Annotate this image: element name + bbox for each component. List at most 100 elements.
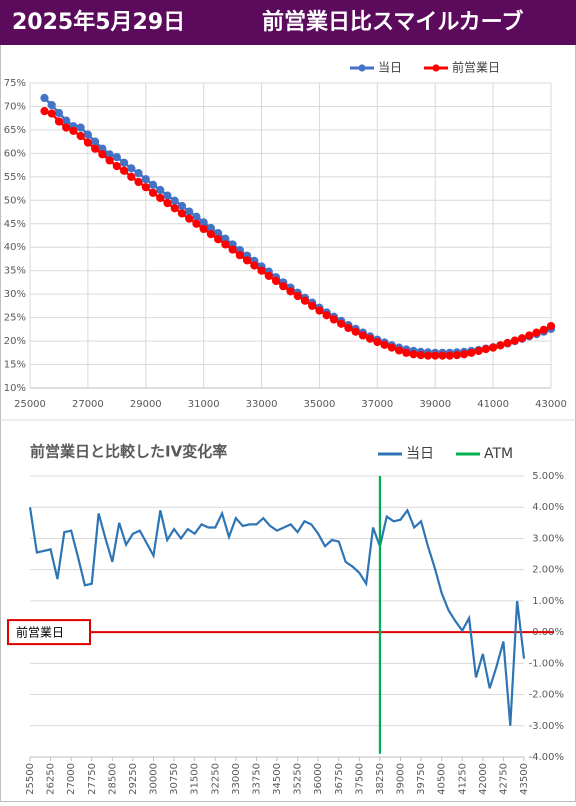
marker xyxy=(76,131,85,141)
marker xyxy=(40,93,49,103)
marker xyxy=(62,123,71,132)
marker xyxy=(228,245,237,254)
y-tick-label: 75% xyxy=(4,78,26,89)
marker xyxy=(185,207,194,216)
x-tick-label: 36000 xyxy=(313,763,324,795)
x-tick-label: 36750 xyxy=(334,763,345,795)
marker xyxy=(438,351,447,360)
marker xyxy=(148,188,158,197)
chart-title: 前営業日と比較したIV変化率 xyxy=(30,443,227,461)
header-title: 前営業日比スマイルカーブ xyxy=(262,9,523,35)
marker xyxy=(416,351,425,360)
y-tick-label: 35% xyxy=(4,266,26,277)
y-tick-label: 10% xyxy=(4,383,26,394)
marker xyxy=(474,346,483,356)
marker xyxy=(286,287,295,296)
x-tick-label: 35000 xyxy=(304,399,336,410)
marker xyxy=(54,117,64,126)
reference-label-box xyxy=(7,619,91,646)
x-tick-label: 34500 xyxy=(272,763,283,795)
x-tick-label: 37500 xyxy=(354,763,365,795)
marker xyxy=(517,334,527,343)
marker xyxy=(546,321,556,331)
x-tick-label: 27750 xyxy=(87,763,98,795)
marker xyxy=(271,276,281,286)
y-tick-label: -2.00% xyxy=(529,690,564,701)
marker xyxy=(214,235,223,244)
x-tick-label: 39000 xyxy=(419,399,451,410)
y-tick-label: 5.00% xyxy=(532,471,564,482)
x-tick-label: 31000 xyxy=(188,399,220,410)
marker xyxy=(431,351,440,360)
marker xyxy=(467,348,476,357)
x-tick-label: 28500 xyxy=(107,763,118,795)
marker xyxy=(510,336,519,345)
marker xyxy=(525,331,534,340)
marker xyxy=(69,126,78,135)
marker xyxy=(445,351,454,360)
x-tick-label: 27000 xyxy=(66,763,77,795)
marker xyxy=(177,201,187,211)
x-tick-label: 32250 xyxy=(210,763,221,795)
marker xyxy=(83,130,92,139)
y-tick-label: 65% xyxy=(4,125,26,136)
marker xyxy=(394,346,404,355)
legend-label: 前営業日 xyxy=(452,60,500,75)
marker xyxy=(148,180,158,189)
marker xyxy=(127,172,136,181)
x-tick-label: 41250 xyxy=(457,763,468,795)
marker xyxy=(380,340,389,349)
legend-label: 当日 xyxy=(406,446,434,462)
marker xyxy=(177,209,187,218)
marker xyxy=(112,161,121,171)
marker xyxy=(264,271,273,280)
marker xyxy=(134,168,143,178)
x-tick-label: 33000 xyxy=(231,763,242,795)
marker xyxy=(358,331,367,340)
marker xyxy=(373,337,382,347)
marker xyxy=(322,311,331,320)
marker xyxy=(47,109,56,118)
x-tick-label: 31500 xyxy=(190,763,201,795)
marker xyxy=(365,334,375,343)
marker xyxy=(170,204,179,213)
marker xyxy=(91,144,100,153)
x-tick-label: 35250 xyxy=(293,763,304,795)
marker xyxy=(163,191,172,200)
x-tick-label: 29250 xyxy=(128,763,139,795)
marker xyxy=(134,177,143,187)
y-tick-label: 4.00% xyxy=(532,502,564,513)
marker xyxy=(496,341,505,350)
marker xyxy=(308,301,317,310)
marker xyxy=(315,306,324,315)
marker xyxy=(503,338,512,348)
x-tick-label: 37000 xyxy=(361,399,393,410)
marker xyxy=(423,351,433,360)
marker xyxy=(163,199,172,208)
marker xyxy=(185,214,194,223)
marker xyxy=(192,212,201,221)
legend-label: ATM xyxy=(484,446,513,462)
y-tick-label: 60% xyxy=(4,148,26,159)
header-band xyxy=(0,0,576,45)
x-tick-label: 25500 xyxy=(25,763,36,795)
marker xyxy=(409,350,418,359)
marker xyxy=(170,196,179,205)
y-tick-label: 25% xyxy=(4,313,26,324)
marker xyxy=(119,158,129,167)
y-tick-label: 70% xyxy=(4,101,26,112)
x-tick-label: 25000 xyxy=(14,399,46,410)
marker xyxy=(141,183,150,192)
marker xyxy=(62,116,71,125)
y-tick-label: 45% xyxy=(4,219,26,230)
x-tick-label: 30000 xyxy=(149,763,160,795)
x-tick-label: 33750 xyxy=(251,763,262,795)
marker xyxy=(105,156,114,165)
marker xyxy=(532,328,541,337)
header-date: 2025年5月29日 xyxy=(12,9,185,35)
marker xyxy=(387,343,396,352)
marker xyxy=(257,266,266,275)
x-tick-label: 30750 xyxy=(169,763,180,795)
marker xyxy=(156,185,165,195)
